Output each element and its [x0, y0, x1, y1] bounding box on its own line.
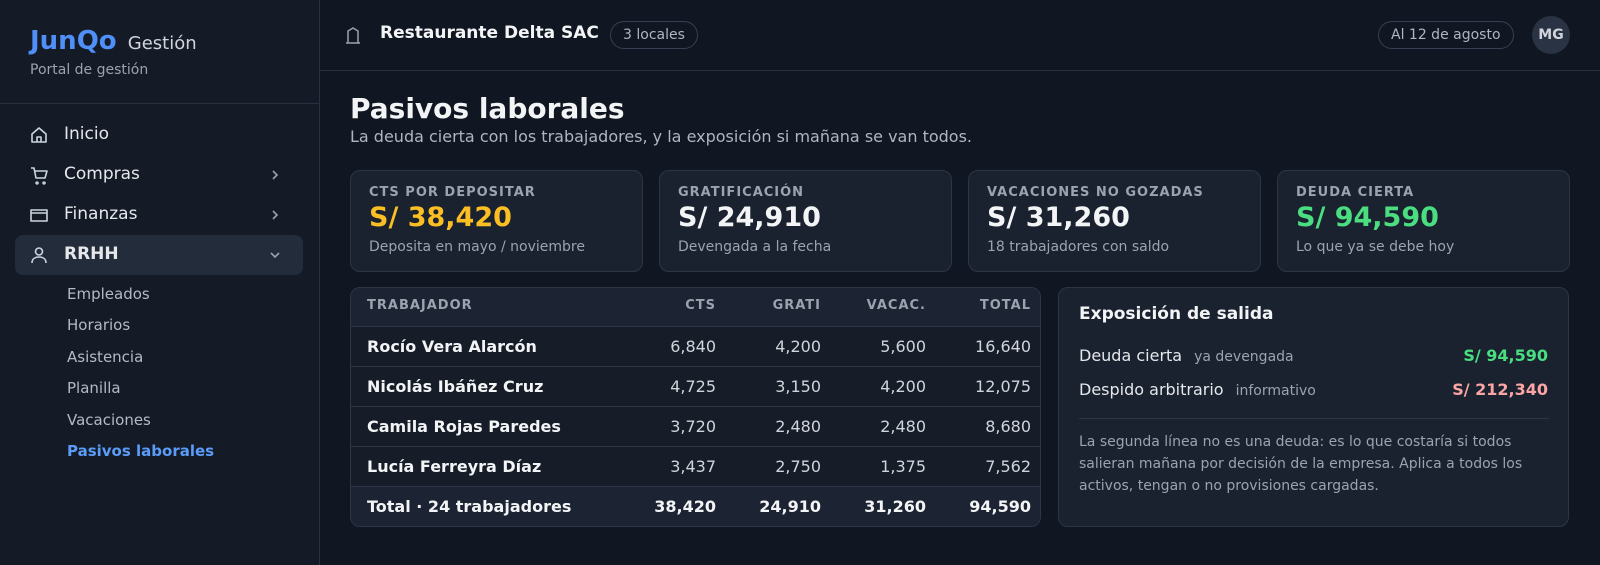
nav-item[interactable]: Finanzas [15, 195, 303, 235]
page-title: Pasivos laborales [350, 92, 625, 125]
table-row: Camila Rojas Paredes 3,720 2,480 2,480 8,680 [351, 407, 1040, 447]
avatar[interactable]: MG [1532, 16, 1570, 54]
table-cell: 7,562 [985, 457, 1031, 476]
kpi-card: CTS POR DEPOSITAR S/ 38,420 Deposita en ma… [350, 170, 643, 272]
table-row: Lucía Ferreyra Díaz 3,437 2,750 1,375 7,562 [351, 447, 1040, 487]
kpi-note: Deposita en mayo / noviembre [369, 239, 585, 255]
topbar: Restaurante Delta SAC 3 locales Al 12 de… [320, 0, 1600, 71]
kpi-value: S/ 38,420 [369, 202, 512, 233]
subnav-item[interactable]: Planilla [67, 379, 121, 398]
subnav-item[interactable]: Empleados [67, 285, 150, 303]
table-cell: 8,680 [985, 417, 1031, 436]
kpi-label: CTS POR DEPOSITAR [369, 185, 536, 200]
panel-row-value: S/ 94,590 [1463, 346, 1548, 365]
kpi-note: Devengada a la fecha [678, 239, 832, 255]
subnav-item[interactable]: Pasivos laborales [67, 442, 215, 460]
nav-item[interactable]: Inicio [15, 115, 303, 155]
chevron [270, 252, 280, 259]
kpi-note: 18 trabajadores con saldo [987, 239, 1170, 255]
table-cell: 38,420 [654, 497, 716, 516]
panel-row-value: S/ 212,340 [1452, 380, 1548, 399]
date: Al 12 de agosto [1378, 21, 1514, 49]
table-cell: 6,840 [670, 337, 716, 356]
table-row: Rocío Vera Alarcón 6,840 4,200 5,600 16,640 [351, 327, 1040, 367]
table: TRABAJADOR CTS GRATI VACAC. TOTAL Rocío Vera … [350, 287, 1041, 527]
nav-icon [30, 209, 48, 222]
table-cell: CTS [685, 298, 716, 313]
locations[interactable]: 3 locales [610, 21, 698, 49]
panel-row-label: Despido arbitrario informativo [1079, 380, 1316, 399]
kpi-card: GRATIFICACIÓN S/ 24,910 Devengada a la fec… [659, 170, 952, 272]
panel-row-tag: informativo [1235, 383, 1316, 399]
panel-row-label: Deuda cierta ya devengada [1079, 346, 1294, 365]
table-cell: Lucía Ferreyra Díaz [367, 457, 542, 476]
nav-icon [31, 247, 47, 264]
table-cell: Rocío Vera Alarcón [367, 337, 537, 356]
sidebar: JunQo Gestión Portal de gestión Inicio Co… [0, 0, 320, 565]
table-cell: 2,480 [775, 417, 821, 436]
kpi-label: GRATIFICACIÓN [678, 185, 805, 200]
chevron [272, 210, 279, 220]
subnav-item[interactable]: Vacaciones [67, 410, 151, 429]
panel-note: La segunda línea no es una deuda: es lo … [1079, 434, 1523, 494]
table-cell: TRABAJADOR [367, 298, 473, 313]
table-cell: Total · 24 trabajadores [367, 497, 572, 516]
brand: JunQo Gestión [30, 26, 197, 56]
table-cell: 3,150 [775, 377, 821, 396]
table-cell: Camila Rojas Paredes [367, 417, 561, 436]
nav-label: Finanzas [64, 204, 138, 224]
table-cell: 3,437 [670, 457, 716, 476]
nav-label: Inicio [64, 124, 109, 144]
exposure-panel: Exposición de salida La segunda línea no… [1058, 287, 1569, 527]
table-cell: 2,750 [775, 457, 821, 476]
table-cell: 4,725 [670, 377, 716, 396]
kpi-value: S/ 24,910 [678, 202, 821, 233]
brand-suffix: Gestión [127, 33, 197, 54]
table-cell: VACAC. [866, 298, 926, 313]
table-cell: 24,910 [759, 497, 821, 516]
table-header: TRABAJADOR CTS GRATI VACAC. TOTAL [351, 288, 1040, 327]
table-cell: TOTAL [979, 298, 1031, 313]
table-cell: 94,590 [969, 497, 1031, 516]
nav-item[interactable]: RRHH [15, 235, 303, 275]
brand-name: JunQo [30, 26, 117, 56]
table-cell: 2,480 [880, 417, 926, 436]
company: Restaurante Delta SAC [380, 23, 599, 43]
kpi-value: S/ 31,260 [987, 202, 1130, 233]
table-cell: 16,640 [975, 337, 1031, 356]
divider [1079, 418, 1549, 419]
nav-icon [31, 167, 48, 185]
kpi-value: S/ 94,590 [1296, 202, 1439, 233]
subnav-item[interactable]: Asistencia [67, 347, 144, 366]
chevron [272, 170, 279, 180]
kpi-note: Lo que ya se debe hoy [1296, 239, 1455, 255]
table-cell: 3,720 [670, 417, 716, 436]
table-cell: 1,375 [880, 457, 926, 476]
kpi-card: DEUDA CIERTA S/ 94,590 Lo que ya se debe h… [1277, 170, 1570, 272]
table-cell: 4,200 [880, 377, 926, 396]
nav-item[interactable]: Compras [15, 155, 303, 195]
panel-row-tag: ya devengada [1194, 349, 1294, 365]
panel-title: Exposición de salida [1079, 304, 1274, 324]
table-cell: GRATI [772, 298, 821, 313]
table-total: Total · 24 trabajadores 38,420 24,910 31,26… [351, 487, 1040, 526]
subnav-item[interactable]: Horarios [67, 316, 131, 335]
nav-label: RRHH [64, 244, 119, 264]
building-icon [346, 27, 360, 44]
table-cell: 12,075 [975, 377, 1031, 396]
table-cell: 4,200 [775, 337, 821, 356]
nav-icon [31, 127, 47, 143]
divider [0, 103, 319, 104]
table-cell: 31,260 [864, 497, 926, 516]
kpi-label: DEUDA CIERTA [1296, 185, 1415, 200]
table-cell: 5,600 [880, 337, 926, 356]
table-row: Nicolás Ibáñez Cruz 4,725 3,150 4,200 12,075 [351, 367, 1040, 407]
kpi-label: VACACIONES NO GOZADAS [987, 185, 1204, 200]
table-cell: Nicolás Ibáñez Cruz [367, 377, 544, 396]
page-subtitle: La deuda cierta con los trabajadores, y … [350, 127, 973, 146]
nav-label: Compras [64, 164, 140, 184]
tagline: Portal de gestión [30, 62, 149, 78]
kpi-card: VACACIONES NO GOZADAS S/ 31,260 18 trabaja… [968, 170, 1261, 272]
